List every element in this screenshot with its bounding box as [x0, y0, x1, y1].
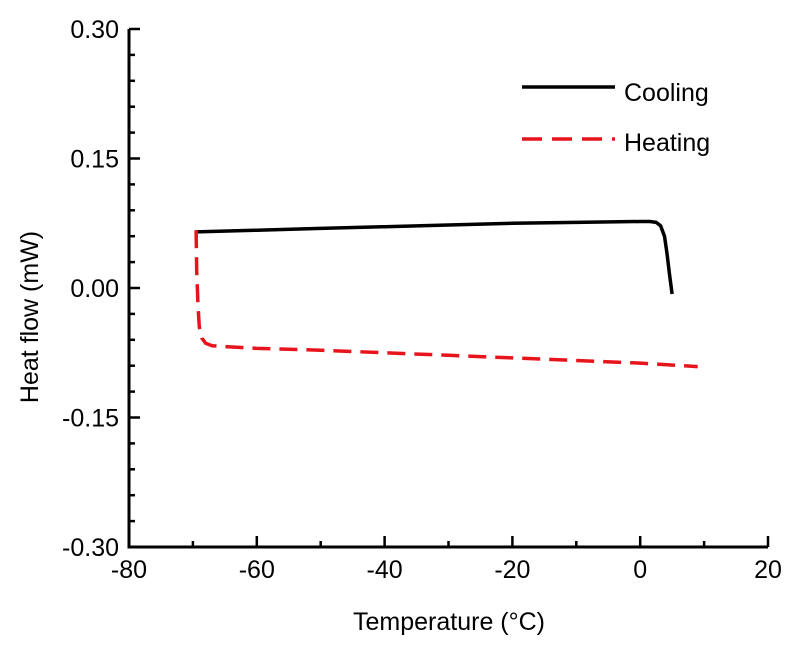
- x-tick-label: -60: [239, 556, 275, 584]
- series-line-heating: [194, 230, 698, 369]
- legend: Cooling Heating: [522, 79, 710, 157]
- x-tick-label: 20: [754, 556, 782, 584]
- y-tick-label: 0.30: [70, 16, 119, 44]
- legend-label-heating: Heating: [624, 129, 710, 157]
- x-tick-label: 0: [633, 556, 647, 584]
- x-axis-title: Temperature (°C): [353, 608, 545, 636]
- x-tick-label: -40: [367, 556, 403, 584]
- axes: [127, 27, 770, 549]
- x-tick-label: -20: [494, 556, 530, 584]
- y-tick-label: 0.15: [70, 146, 119, 174]
- tick-labels: -80 -60 -40 -20 0 20 -0.30 -0.15 0.00 0.15 0.30: [62, 16, 782, 584]
- y-axis-title: Heat flow (mW): [16, 231, 44, 403]
- y-tick-label: 0.00: [70, 275, 119, 303]
- y-tick-label: -0.15: [62, 405, 119, 433]
- legend-label-cooling: Cooling: [624, 79, 709, 107]
- series-line-cooling: [196, 219, 674, 295]
- y-tick-label: -0.30: [62, 534, 119, 562]
- plot-lines: [194, 219, 698, 369]
- x-tick-label: -80: [111, 556, 147, 584]
